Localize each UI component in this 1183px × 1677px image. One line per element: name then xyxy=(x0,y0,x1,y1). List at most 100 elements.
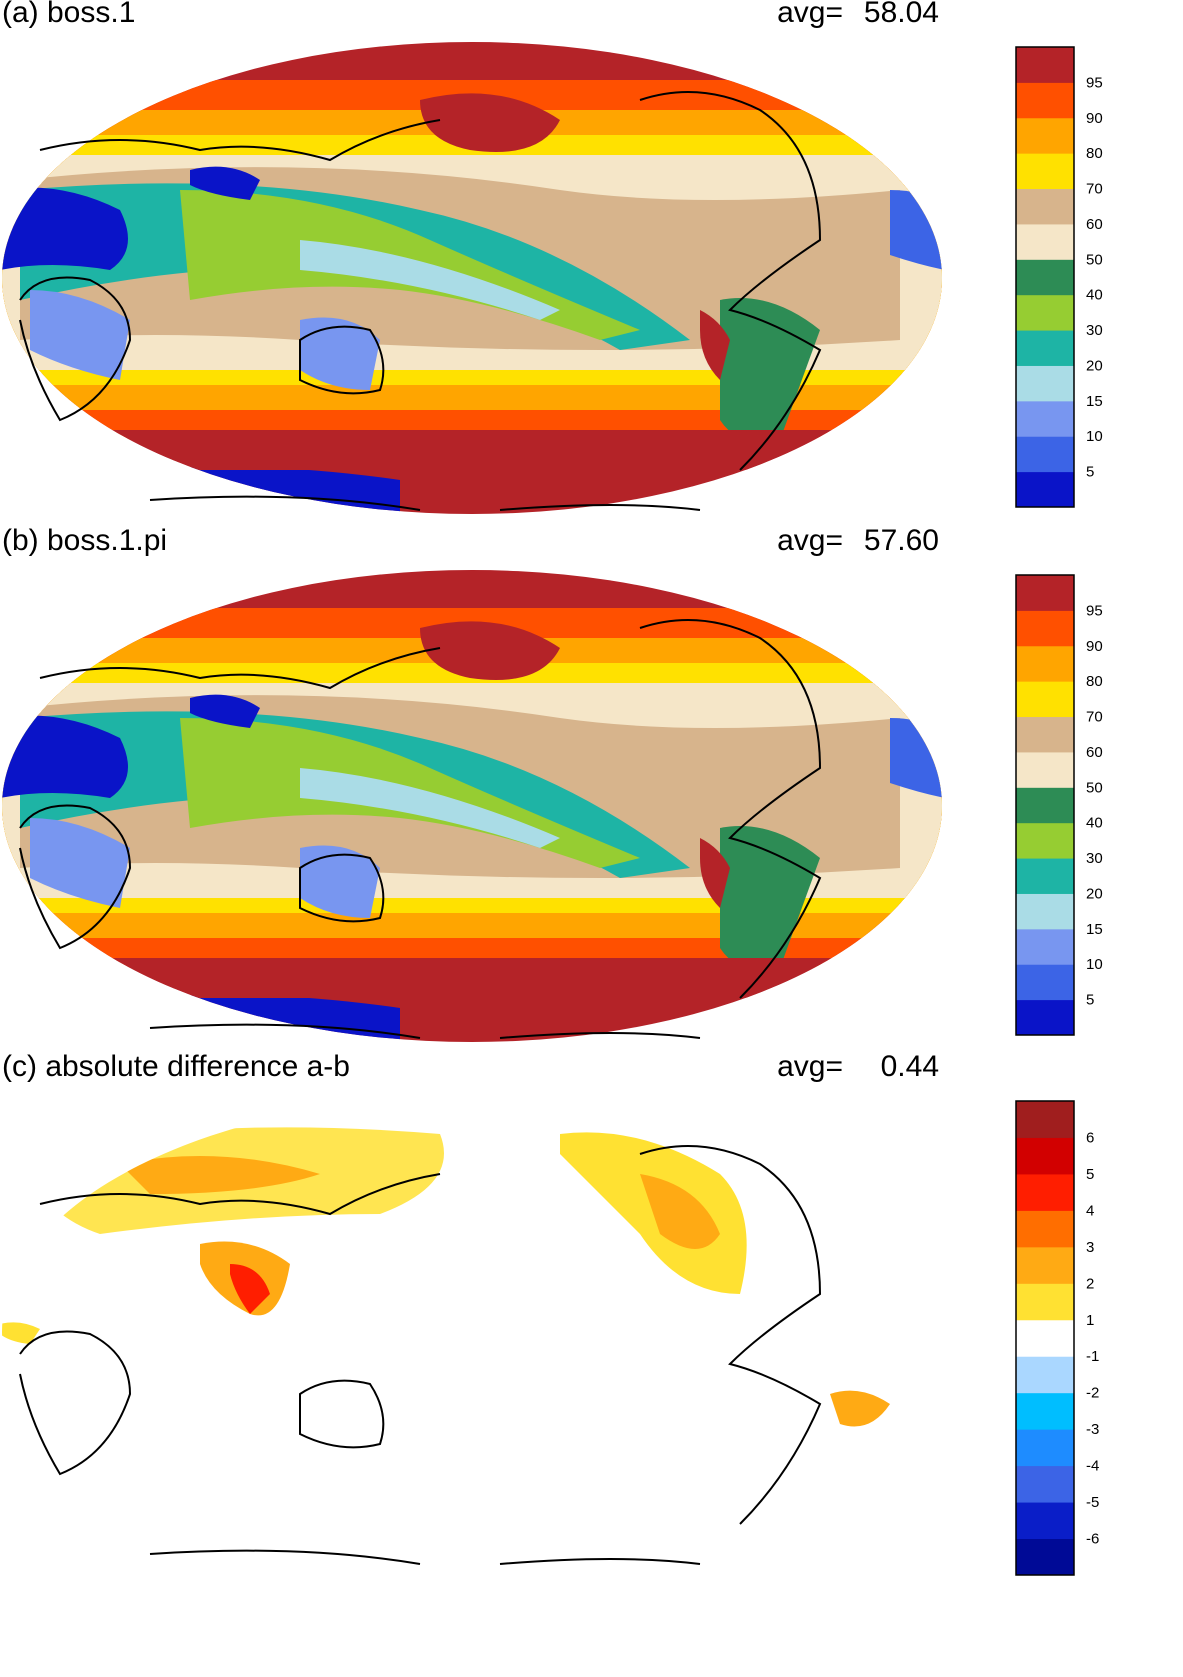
colorbar-tick-label: -5 xyxy=(1086,1494,1099,1511)
map-region xyxy=(30,290,130,380)
colorbar-swatch xyxy=(1016,1246,1074,1284)
colorbar-swatch xyxy=(1016,645,1074,682)
map-region xyxy=(300,240,560,320)
panel-c-map xyxy=(2,1096,942,1568)
colorbar-swatch xyxy=(1016,822,1074,859)
colorbar-swatch xyxy=(1016,681,1074,718)
map-region xyxy=(830,1390,890,1427)
map-region xyxy=(640,1174,720,1249)
colorbar-swatch xyxy=(1016,117,1074,154)
map-region xyxy=(700,838,730,908)
map-region xyxy=(120,1156,320,1194)
map-region xyxy=(2,715,128,798)
colorbar-swatch xyxy=(1016,1173,1074,1211)
colorbar-swatch xyxy=(1016,716,1074,753)
colorbar-swatch xyxy=(1016,1356,1074,1394)
colorbar-tick-label: 5 xyxy=(1086,992,1094,1009)
colorbar-tick-label: 6 xyxy=(1086,1129,1094,1146)
colorbar-swatch xyxy=(1016,1429,1074,1467)
colorbar-swatch xyxy=(1016,1465,1074,1503)
map-region xyxy=(420,621,560,680)
colorbar-swatch xyxy=(1016,610,1074,647)
colorbar-tick-label: -1 xyxy=(1086,1348,1099,1365)
panel-c-title: (c) absolute difference a-b xyxy=(2,1050,350,1083)
map-region xyxy=(300,317,380,390)
colorbar-swatch xyxy=(1016,82,1074,119)
colorbar-tick-label: 95 xyxy=(1086,602,1103,619)
colorbar-swatch xyxy=(1016,471,1074,508)
map-region xyxy=(190,694,260,728)
colorbar-tick-label: 40 xyxy=(1086,815,1103,832)
colorbar-tick-label: 80 xyxy=(1086,145,1103,162)
panel-c-avg-value: 0.44 xyxy=(880,1050,939,1083)
colorbar-tick-label: 10 xyxy=(1086,956,1103,973)
panel-b-avg-label: avg= xyxy=(777,524,843,557)
colorbar-tick-label: 30 xyxy=(1086,850,1103,867)
colorbar-tick-label: 20 xyxy=(1086,885,1103,902)
map-band xyxy=(2,430,942,470)
colorbar-tick-label: 30 xyxy=(1086,322,1103,339)
panel-a-avg-value: 58.04 xyxy=(863,0,939,29)
colorbar-swatch xyxy=(1016,1210,1074,1248)
coastlines xyxy=(19,91,822,511)
colorbar-swatch xyxy=(1016,330,1074,366)
colorbar-swatch xyxy=(1016,1502,1074,1540)
colorbar-swatch xyxy=(1016,964,1074,1001)
colorbar-swatch xyxy=(1016,400,1074,437)
colorbar-swatch xyxy=(1016,575,1074,611)
colorbar-tick-label: 5 xyxy=(1086,1166,1094,1183)
colorbar-swatch xyxy=(1016,436,1074,473)
panel-b-map xyxy=(2,570,942,1042)
map-region xyxy=(420,93,560,152)
colorbar-swatch xyxy=(1016,1319,1074,1357)
colorbar-tick-label: 50 xyxy=(1086,251,1103,268)
colorbar-swatch xyxy=(1016,259,1074,296)
colorbar-swatch xyxy=(1016,47,1074,83)
colorbar-swatch xyxy=(1016,365,1074,402)
colorbar-swatch xyxy=(1016,294,1074,331)
panel-a-avg-label: avg= xyxy=(777,0,843,29)
map-region xyxy=(720,298,820,443)
colorbar-swatch xyxy=(1016,787,1074,824)
panel-b-colorbar: 5 10 15 20 30 40 50 60 70 80 90 95 xyxy=(1015,574,1135,1036)
panel-a-title: (a) boss.1 xyxy=(2,0,136,29)
colorbar-swatch xyxy=(1016,1137,1074,1175)
colorbar-tick-label: 80 xyxy=(1086,673,1103,690)
colorbar-tick-label: 15 xyxy=(1086,921,1103,938)
colorbar-tick-label: 1 xyxy=(1086,1312,1094,1329)
map-region xyxy=(2,1322,40,1344)
colorbar-tick-label: 60 xyxy=(1086,744,1103,761)
colorbar-tick-label: -4 xyxy=(1086,1458,1099,1475)
colorbar-tick-label: 10 xyxy=(1086,428,1103,445)
colorbar-swatch xyxy=(1016,1538,1074,1576)
colorbar-swatch xyxy=(1016,858,1074,894)
colorbar-swatch xyxy=(1016,751,1074,788)
colorbar-tick-label: 70 xyxy=(1086,709,1103,726)
colorbar-swatch xyxy=(1016,893,1074,930)
colorbar-frame xyxy=(1015,574,1075,1036)
colorbar-tick-label: -3 xyxy=(1086,1421,1099,1438)
map-region xyxy=(700,310,730,380)
colorbar-swatch xyxy=(1016,1392,1074,1430)
map-region xyxy=(230,1264,270,1314)
panel-a: (a) boss.1 avg= 58.04 xyxy=(0,0,1183,540)
colorbar-tick-label: 20 xyxy=(1086,357,1103,374)
colorbar-tick-label: 60 xyxy=(1086,216,1103,233)
panel-a-map xyxy=(2,42,942,514)
panel-c-colorbar: -6 -5 -4 -3 -2 -1 1 2 3 4 5 6 xyxy=(1015,1100,1135,1580)
colorbar-tick-label: 40 xyxy=(1086,287,1103,304)
colorbar-frame xyxy=(1015,46,1075,508)
colorbar-swatch xyxy=(1016,1283,1074,1321)
coastlines xyxy=(19,1145,822,1565)
colorbar-tick-label: 4 xyxy=(1086,1202,1094,1219)
map-region xyxy=(300,845,380,918)
colorbar-tick-label: 5 xyxy=(1086,464,1094,481)
map-region xyxy=(190,166,260,200)
colorbar-frame xyxy=(1015,1100,1075,1576)
map-region xyxy=(300,768,560,848)
panel-c: (c) absolute difference a-b avg= 0.44 xyxy=(0,1050,1183,1594)
colorbar-tick-label: 90 xyxy=(1086,110,1103,127)
map-region xyxy=(720,826,820,971)
colorbar-tick-label: 50 xyxy=(1086,779,1103,796)
colorbar-swatch xyxy=(1016,999,1074,1036)
